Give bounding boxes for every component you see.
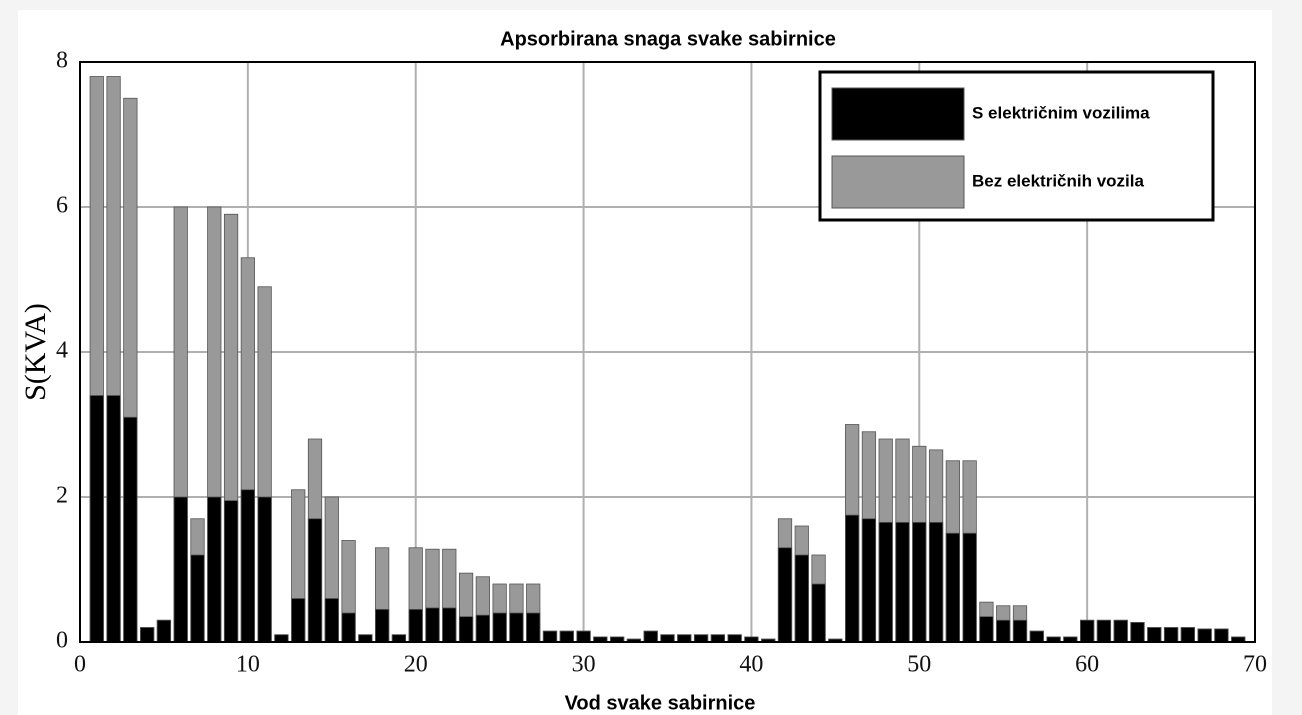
bar [660,634,675,643]
bar [794,554,809,643]
bar [458,616,474,643]
bar [559,630,574,643]
bar [693,634,709,643]
legend-label: Bez električnih vozila [972,171,1144,190]
bar [1029,630,1044,643]
bar [526,612,541,643]
legend-swatch [831,155,965,209]
bar [375,608,390,643]
bar [492,612,507,643]
x-tick-label: 70 [1243,652,1267,678]
bar [425,607,440,643]
y-axis-label: S(KVA) [19,303,52,401]
legend-label: S električnim vozilima [972,103,1150,122]
x-tick-label: 20 [404,652,428,678]
bar [1113,619,1128,643]
bar [442,607,457,643]
bar [307,518,323,643]
bar [475,614,490,643]
chart-title: Apsorbirana snaga svake sabirnice [500,28,836,50]
bar [240,489,255,643]
bar [677,634,692,643]
bar [878,521,893,643]
bar [223,500,239,643]
bar [140,627,155,643]
x-axis-label: Vod svake sabirnice [565,692,756,714]
bar [123,416,138,643]
bar [1130,622,1145,643]
bar [811,583,826,643]
bar [576,630,591,643]
x-tick-label: 40 [739,652,763,678]
bar [89,395,104,643]
bar [1096,619,1112,643]
bar [106,395,121,643]
x-tick-label: 60 [1075,652,1099,678]
bar [542,630,558,643]
y-tick-label: 6 [56,193,68,219]
bar [861,518,877,643]
bar [928,521,944,643]
bar [1080,619,1095,643]
bar [341,612,356,643]
bar [173,496,188,643]
bar [207,496,222,643]
bar [895,521,910,643]
bar [509,612,524,643]
bar [945,532,960,643]
bar [324,598,339,643]
x-tick-label: 0 [74,652,86,678]
bar [643,630,658,643]
bar [1147,627,1162,643]
bar [291,598,306,643]
bar [845,514,860,643]
bar [777,547,793,643]
legend-swatch [831,87,965,141]
y-tick-label: 4 [56,338,68,364]
y-tick-label: 2 [56,483,68,509]
bar [962,532,977,643]
bar [912,521,927,643]
y-tick-label: 0 [56,628,68,654]
bar [1012,619,1028,643]
bar [1197,628,1212,643]
bar [156,619,172,643]
bar [1180,627,1195,643]
y-tick-label: 8 [56,48,68,74]
plot-frame [79,61,1256,643]
bar [274,634,289,643]
x-tick-label: 30 [572,652,596,678]
bar [1163,627,1179,643]
bar [710,634,725,643]
bar [391,634,407,643]
bar [1214,628,1229,643]
bar [996,619,1011,643]
bar [727,634,742,643]
bar [358,634,373,643]
x-tick-label: 10 [236,652,260,678]
bar [979,616,994,643]
bar [190,554,205,643]
x-tick-label: 50 [907,652,931,678]
bar [408,608,423,643]
bar [257,496,272,643]
